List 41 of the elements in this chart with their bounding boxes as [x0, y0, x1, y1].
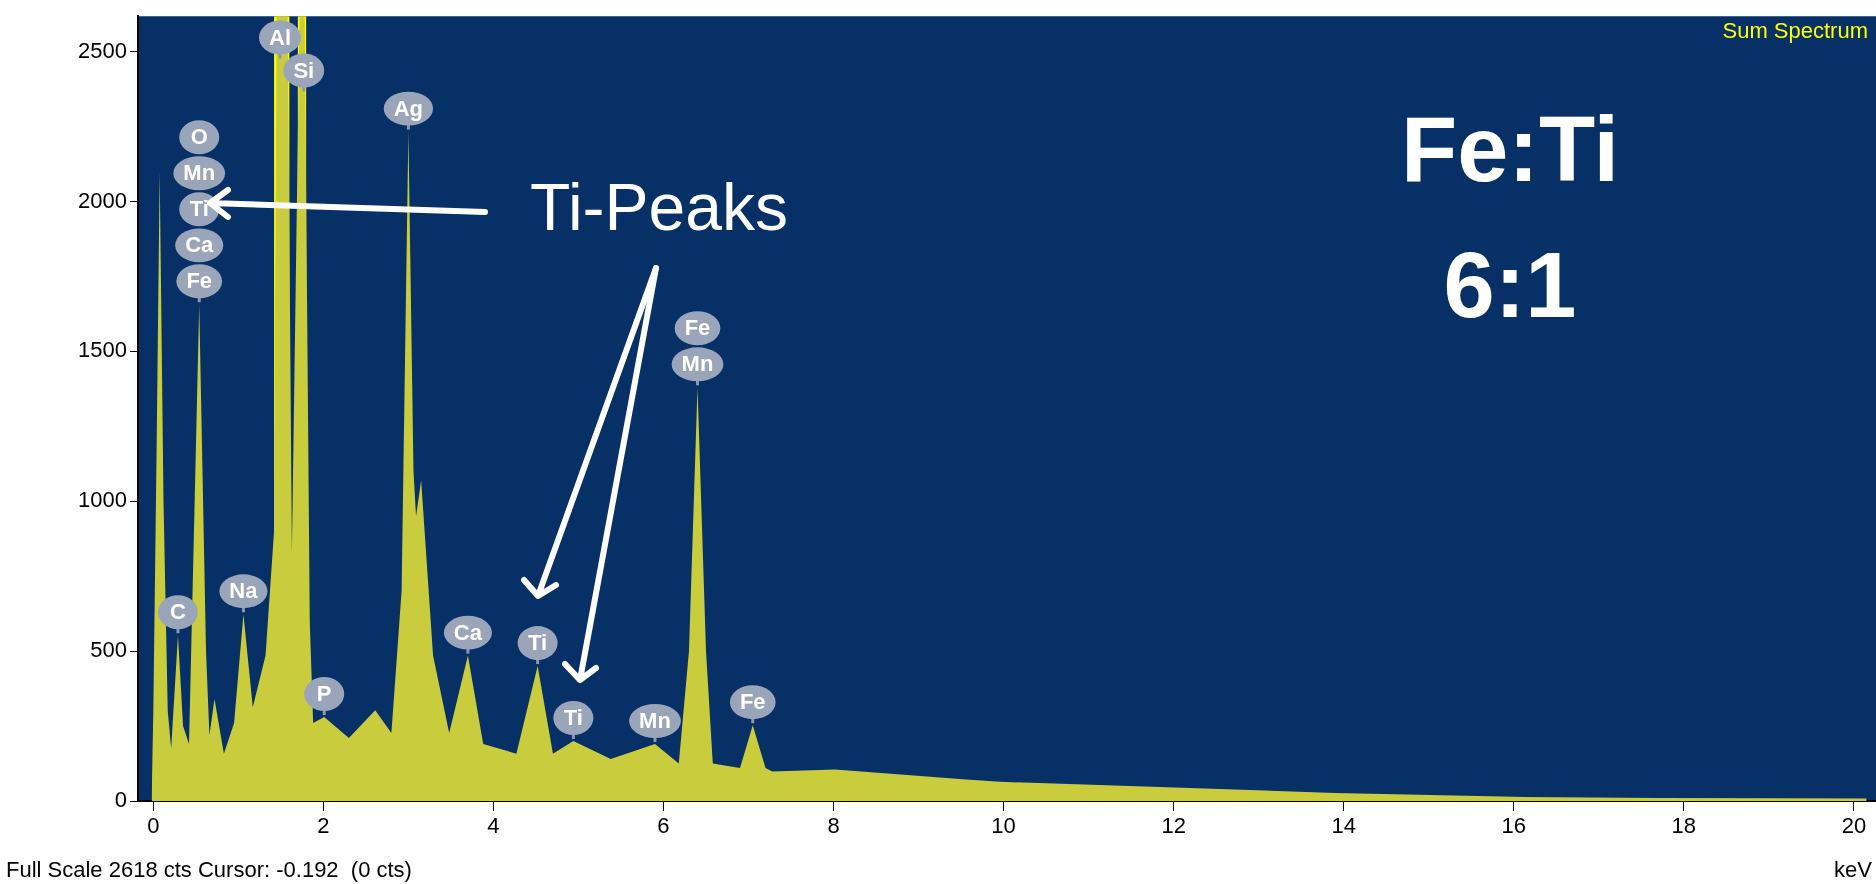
x-tick-label: 8	[827, 813, 840, 839]
text: Full Scale 2618 cts Cursor: -0.192 (0 cts)	[6, 857, 412, 883]
annotation: Fe	[739, 689, 766, 715]
annotation: Ti	[528, 630, 548, 656]
x-tick-label: 16	[1501, 813, 1527, 839]
annotation: Ti	[563, 705, 583, 731]
annotation: Ti	[189, 196, 209, 222]
x-axis-title: keV	[1834, 857, 1873, 883]
annotation: Fe	[684, 315, 711, 341]
annotation: O	[190, 124, 208, 150]
annotation: Mn	[639, 708, 671, 734]
x-tick-label: 14	[1331, 813, 1356, 839]
annotation: Fe	[186, 268, 213, 294]
x-tick-label: 20	[1841, 813, 1867, 839]
annotation: Ag	[393, 95, 424, 121]
annotation: Fe:Ti	[1400, 98, 1620, 201]
annotation: Al	[269, 24, 291, 50]
annotation: Ca	[453, 619, 483, 645]
x-tick-label: 0	[147, 813, 160, 839]
y-tick-label: 1000	[78, 487, 127, 513]
x-tick-label: 10	[991, 813, 1016, 839]
annotation: Mn	[681, 351, 714, 377]
y-tick-label: 2000	[78, 187, 127, 213]
y-tick-label: 1500	[78, 337, 127, 363]
annotation: Ti-Peaks	[530, 170, 788, 245]
y-tick-label: 500	[90, 637, 127, 663]
annotation: C	[170, 599, 187, 625]
annotation: P	[316, 681, 332, 707]
y-tick-label: 0	[114, 787, 127, 813]
x-tick-label: 18	[1671, 813, 1697, 839]
x-tick-label: 2	[317, 813, 330, 839]
y-tick-label: 2500	[78, 37, 127, 63]
chart-title: Sum Spectrum	[1722, 18, 1868, 44]
annotation: Mn	[183, 160, 216, 186]
x-tick-label: 6	[657, 813, 670, 839]
annotation: Na	[229, 578, 259, 604]
x-tick-label: 4	[487, 813, 500, 839]
annotation: Ca	[185, 232, 215, 258]
x-tick-label: 12	[1161, 813, 1186, 839]
annotation: 6:1	[1443, 234, 1577, 337]
annotation: Si	[293, 57, 315, 83]
